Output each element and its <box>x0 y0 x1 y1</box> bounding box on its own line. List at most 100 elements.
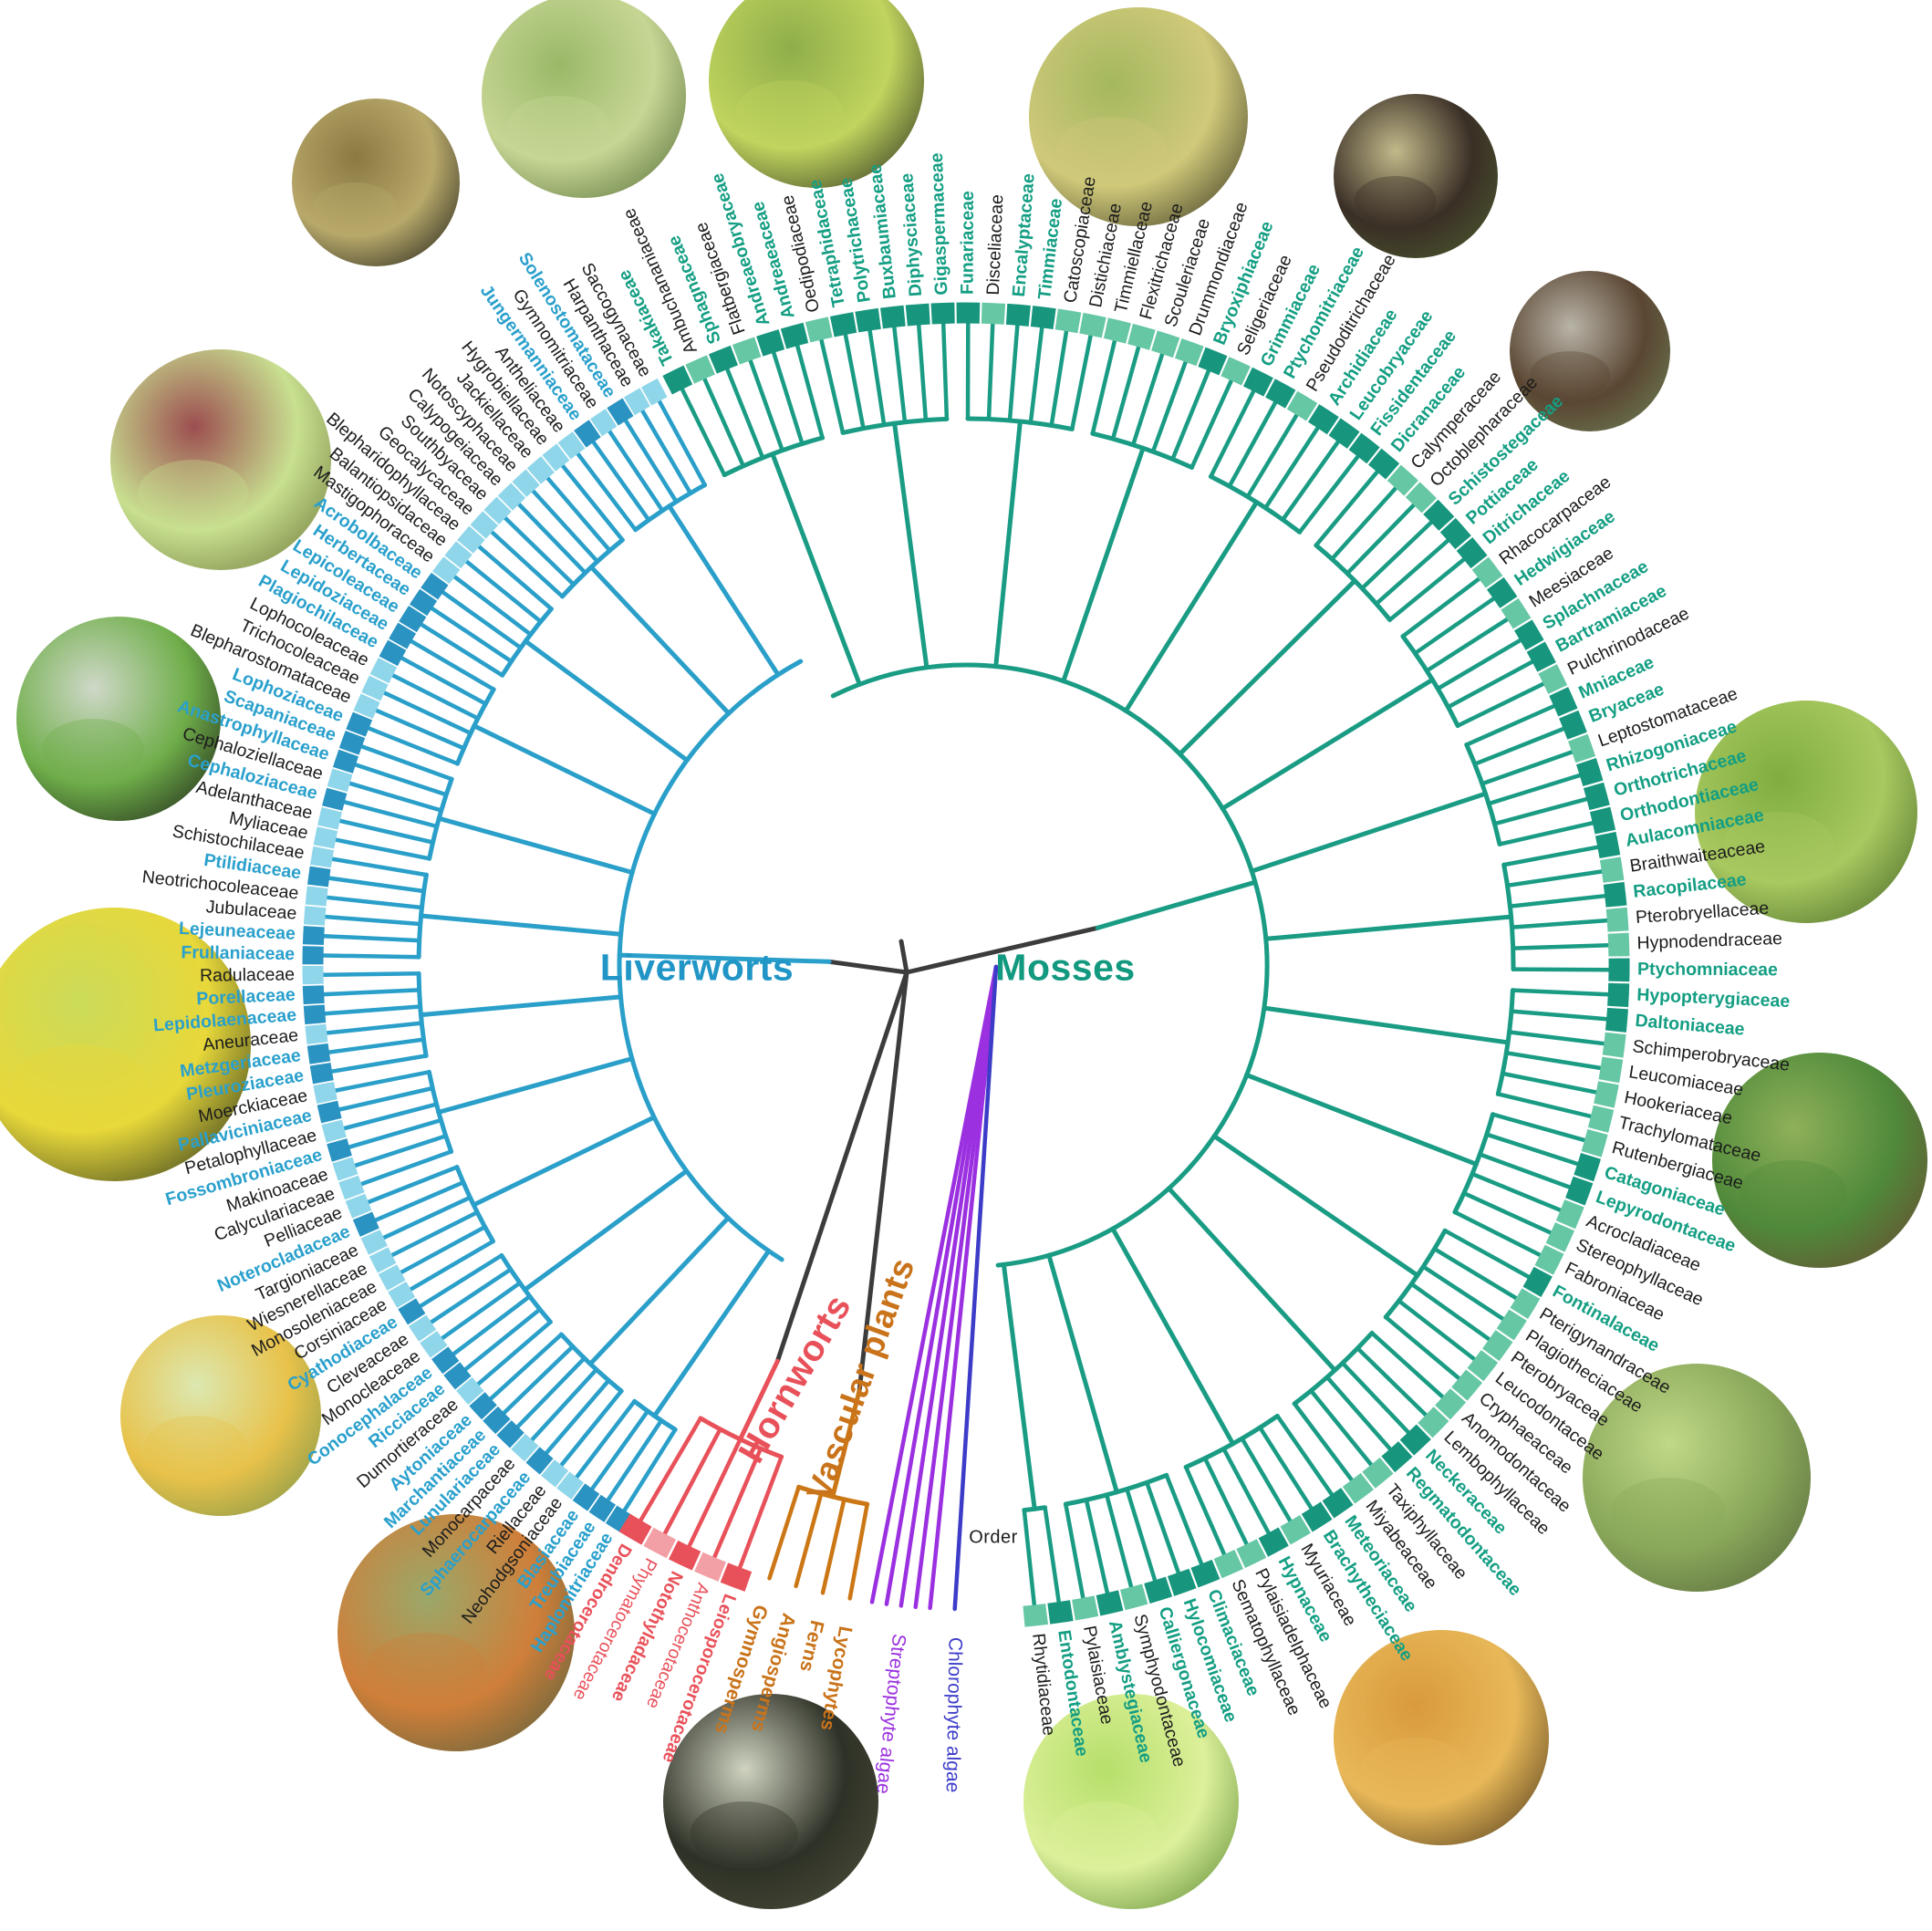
liverworts-leaf-branch <box>390 672 481 721</box>
liverworts-ring-segment <box>321 1119 347 1143</box>
liverworts-ring-segment <box>623 388 650 416</box>
liverworts-leaf-branch <box>657 399 707 487</box>
liverworts-leaf-branch <box>475 1320 553 1387</box>
liverworts-ring-segment <box>432 556 461 585</box>
mosses-ring-segment <box>1258 1527 1289 1557</box>
mosses-ring-segment <box>829 312 857 337</box>
liverworts-family-label: Radulaceae <box>200 964 295 985</box>
liverworts-ring-segment <box>398 1298 426 1325</box>
liverworts-leaf-branch <box>399 1224 487 1275</box>
mosses-ring-segment <box>1568 733 1596 763</box>
photo-scaly-liverwort-top <box>482 0 686 198</box>
mosses-ring-segment <box>1005 303 1031 327</box>
mosses-leaf-branch <box>1240 1436 1293 1524</box>
liverworts-leaf-branch <box>440 1281 523 1341</box>
mosses-ring-segment <box>1079 312 1106 338</box>
liverworts-ring-segment <box>542 443 570 472</box>
mosses-ring-segment <box>1322 1488 1354 1519</box>
liverworts-chunk-arc <box>559 537 625 599</box>
hornworts-ring-segment <box>643 1527 677 1559</box>
photo-two-dark-capsules-texture <box>1354 176 1437 225</box>
mosses-leaf-branch <box>1470 1171 1563 1213</box>
mosses-leaf-branch <box>1090 337 1117 436</box>
liverworts-leaf-branch <box>452 574 533 637</box>
mosses-leaf-branch <box>724 367 765 461</box>
liverworts-leaf-branch <box>390 1209 480 1258</box>
mosses-ring-segment <box>1513 619 1544 650</box>
liverworts-leaf-branch <box>366 1165 460 1205</box>
liverworts-leaf-branch <box>337 818 435 845</box>
liverworts-leaf-branch <box>322 914 423 927</box>
mosses-ring-segment <box>1023 1604 1049 1627</box>
mosses-connector <box>1166 1186 1337 1373</box>
mosses-chunk-arc <box>840 416 950 435</box>
mosses-ring-segment <box>1587 1105 1615 1133</box>
photo-silvery-branch-dark <box>16 617 221 821</box>
liverworts-leaf-branch <box>639 408 693 495</box>
liverworts-leaf-branch <box>418 1253 504 1309</box>
mosses-leaf-branch <box>1432 1246 1519 1301</box>
vascular-plants-leaf-branch <box>767 1485 801 1581</box>
liverworts-leaf-branch <box>409 638 496 692</box>
mosses-ring-segment <box>1120 1583 1148 1611</box>
mosses-family-label: Disceliaceae <box>983 194 1008 296</box>
liverworts-ring-segment <box>444 541 473 569</box>
hornworts-leaf-branch <box>737 1454 784 1571</box>
liverworts-leaf-branch <box>429 1267 513 1325</box>
mosses-leaf-branch <box>1022 1508 1037 1608</box>
mosses-ring-segment <box>1167 1568 1197 1596</box>
mosses-ring-segment <box>1538 664 1568 694</box>
mosses-leaf-branch <box>1461 1190 1553 1235</box>
liverworts-trunk <box>617 952 832 964</box>
mosses-connector <box>1061 445 1146 684</box>
mosses-leaf-branch <box>1383 1314 1461 1381</box>
vascular-plants-leaf-branch <box>820 1497 847 1595</box>
mosses-connector <box>1220 677 1435 811</box>
liverworts-ring-segment <box>483 496 512 524</box>
mosses-ring-segment <box>1594 1081 1619 1108</box>
mosses-leaf-branch <box>1324 1375 1393 1452</box>
hornworts-ring-segment <box>720 1562 753 1592</box>
mosses-leaf-branch <box>1297 453 1361 535</box>
liverworts-ring-segment <box>572 1483 600 1511</box>
mosses-ring-segment <box>662 365 693 395</box>
mosses-ring-segment <box>1496 1309 1527 1341</box>
mosses-connector <box>1262 1005 1511 1045</box>
liverworts-leaf-branch <box>560 462 625 543</box>
mosses-ring-segment <box>1307 404 1339 435</box>
liverworts-ring-segment <box>388 1282 416 1308</box>
mosses-leaf-branch <box>1436 638 1523 691</box>
liverworts-connector <box>587 1215 731 1366</box>
mosses-leaf-branch <box>1478 1152 1573 1189</box>
algae-branch <box>952 964 999 1612</box>
algae-family-label: Streptophyte algae <box>872 1633 909 1795</box>
liverworts-ring-segment <box>313 1081 338 1105</box>
photo-silvery-branch-dark-texture <box>42 719 144 781</box>
hornworts-leaf-branch <box>687 1437 743 1549</box>
mosses-chunk-arc <box>1501 862 1516 972</box>
mosses-leaf-branch <box>1227 400 1278 489</box>
algae-branch <box>928 964 999 1611</box>
mosses-leaf-branch <box>1511 967 1612 972</box>
mosses-chunk-arc <box>1314 543 1393 622</box>
mosses-ring-segment <box>930 302 955 325</box>
mosses-leaf-branch <box>1084 1498 1110 1596</box>
mosses-chunk-arc <box>1292 1330 1375 1407</box>
mosses-ring-segment <box>1198 347 1228 376</box>
mosses-family-label: Rhytidiaceae <box>1028 1633 1059 1737</box>
hornworts-trunk <box>738 1358 780 1442</box>
liverworts-connector <box>667 504 781 678</box>
mosses-leaf-branch <box>1464 703 1557 747</box>
mosses-leaf-branch <box>1150 359 1189 454</box>
mosses-leaf-branch <box>1472 726 1566 766</box>
liverworts-ring-segment <box>431 1346 460 1375</box>
liverworts-ring-segment <box>332 749 359 773</box>
liverworts-leaf-branch <box>324 895 424 910</box>
liverworts-leaf-branch <box>381 690 473 736</box>
liverworts-ring-segment <box>420 1331 448 1358</box>
liverworts-ring-segment <box>389 622 417 649</box>
liverworts-leaf-branch <box>359 743 454 782</box>
mosses-leaf-branch <box>1340 1361 1411 1435</box>
mosses-leaf-branch <box>1359 520 1434 591</box>
mosses-ring-segment <box>1467 1350 1499 1382</box>
